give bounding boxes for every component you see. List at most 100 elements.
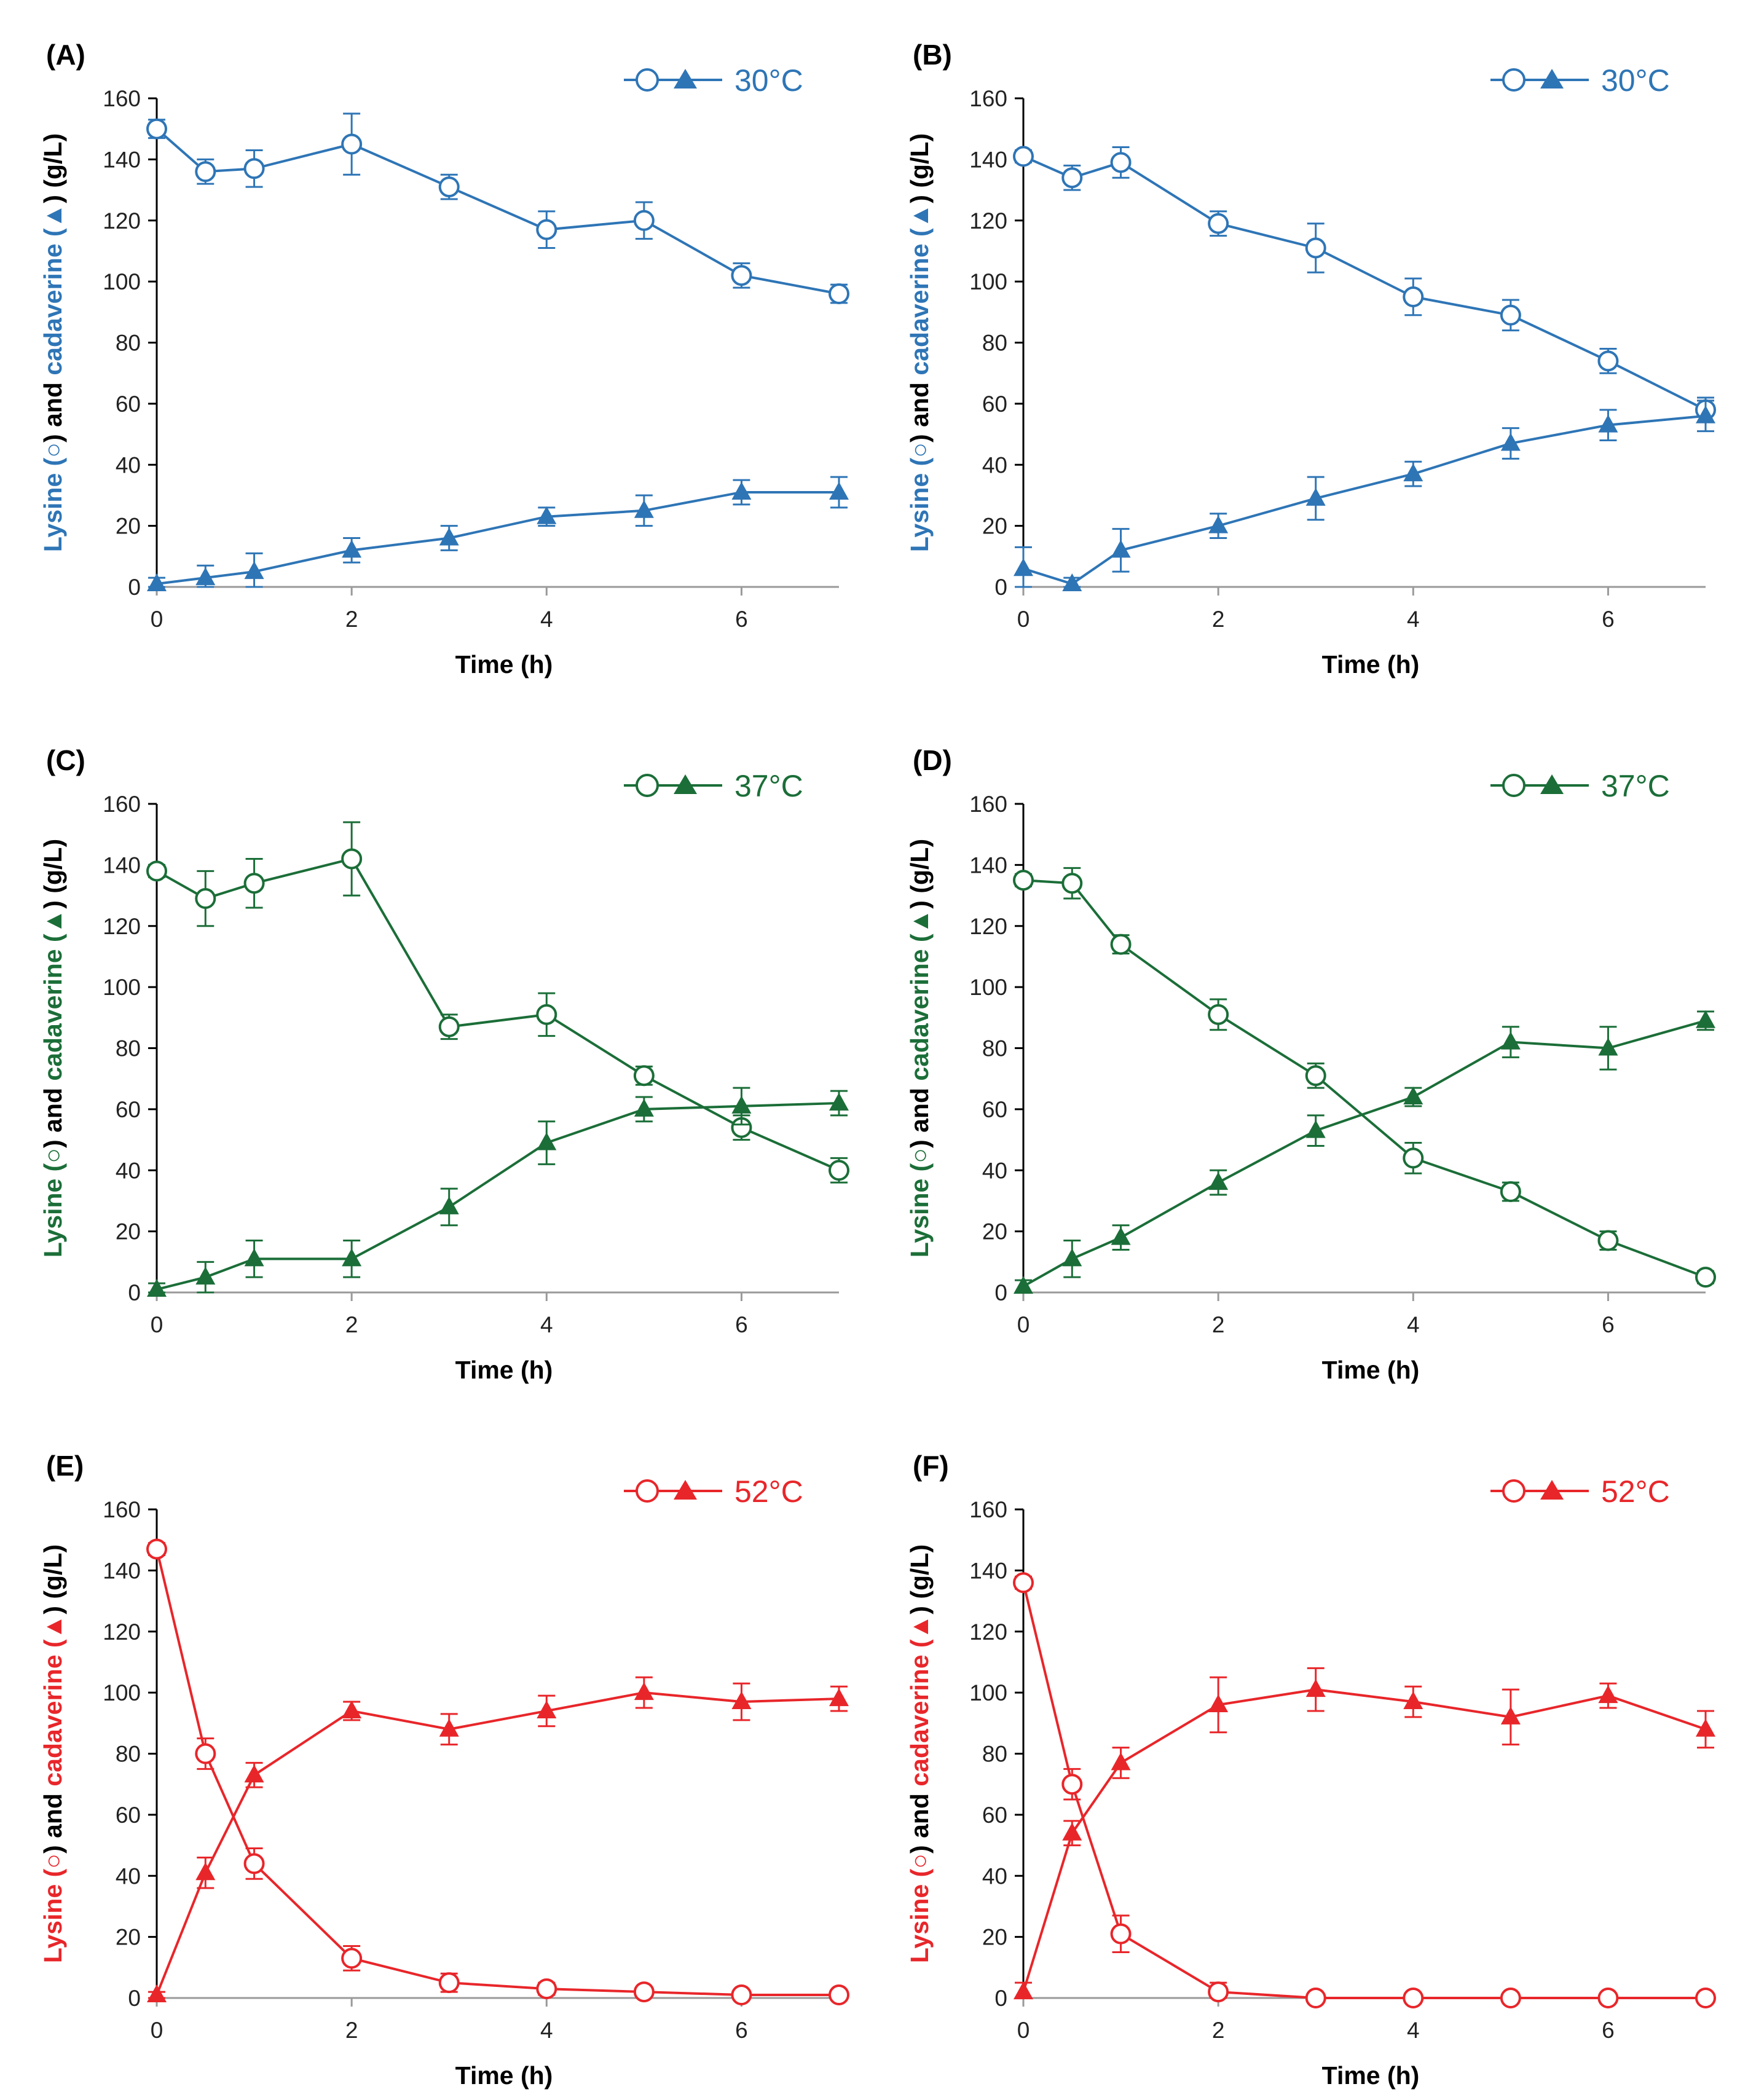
open-circle-icon: ○ <box>39 442 67 458</box>
open-circle-icon: ○ <box>905 1854 934 1869</box>
data-point-triangle <box>147 1984 167 2003</box>
y-tick-label: 80 <box>116 331 141 356</box>
y-axis-label: Lysine (○) and cadaverine (▲) (g/L) <box>39 133 67 552</box>
y-tick-label: 0 <box>994 1280 1007 1305</box>
data-point-triangle <box>195 1267 216 1285</box>
y-label-unit: ) (g/L) <box>39 133 67 203</box>
x-tick-label: 6 <box>1602 607 1615 632</box>
data-point-circle <box>1500 1988 1521 2008</box>
y-axis-label: Lysine (○) and cadaverine (▲) (g/L) <box>905 1544 934 1963</box>
y-tick-label: 100 <box>969 975 1007 1000</box>
data-point-triangle <box>1403 1691 1423 1710</box>
y-tick-label: 80 <box>982 331 1007 356</box>
data-point-circle <box>1208 1981 1229 2003</box>
panel-label: (D) <box>913 744 952 776</box>
data-point-circle <box>1305 237 1326 259</box>
filled-triangle-icon: ▲ <box>39 1614 67 1640</box>
data-point-circle <box>146 860 167 882</box>
data-point-circle <box>243 1853 265 1874</box>
x-tick-label: 4 <box>540 1312 553 1337</box>
chart-panel-3: (C) 0 20 40 60 80 100 120 140 160 0 2 4 6 Time (h) Lysi… <box>39 744 849 1384</box>
data-point-triangle <box>1062 1822 1082 1841</box>
panel-label: (B) <box>913 39 952 71</box>
data-point-circle <box>341 848 363 870</box>
data-point-circle <box>731 265 752 286</box>
legend-label: 52°C <box>1601 1474 1670 1509</box>
data-point-circle <box>438 176 460 198</box>
data-point-triangle <box>731 1095 752 1114</box>
data-point-circle <box>195 1743 216 1764</box>
data-point-circle <box>146 118 167 140</box>
data-point-circle <box>1695 1988 1716 2008</box>
data-point-triangle <box>195 1862 216 1881</box>
data-point-circle <box>243 158 265 179</box>
y-label-lysine: Lysine ( <box>39 1868 67 1963</box>
data-point-triangle <box>1696 405 1715 423</box>
x-tick-label: 6 <box>735 2018 748 2043</box>
data-point-circle <box>1208 213 1229 234</box>
y-tick-label: 20 <box>982 1219 1007 1245</box>
x-tick-label: 4 <box>1407 1312 1420 1337</box>
series-line <box>1023 155 1706 411</box>
y-tick-label: 20 <box>116 1219 141 1245</box>
data-point-triangle <box>244 561 264 580</box>
legend-triangle-marker <box>1540 1480 1564 1500</box>
y-tick-label: 120 <box>969 914 1007 939</box>
y-tick-label: 60 <box>116 1097 141 1122</box>
x-tick-label: 6 <box>735 607 748 632</box>
panel-label: (E) <box>46 1450 84 1482</box>
legend-label: 37°C <box>1601 769 1670 803</box>
data-point-triangle <box>1014 1276 1033 1294</box>
y-tick-label: 60 <box>116 1803 141 1828</box>
data-point-circle <box>341 133 363 155</box>
x-tick-label: 0 <box>1017 607 1030 632</box>
data-point-triangle <box>537 1700 557 1718</box>
series-cadaverine <box>1014 1667 1715 2000</box>
x-tick-label: 4 <box>540 607 553 632</box>
data-point-triangle <box>537 1132 557 1150</box>
y-label-unit: ) (g/L) <box>905 133 934 203</box>
y-tick-label: 0 <box>994 575 1007 600</box>
data-point-circle <box>1208 1004 1229 1025</box>
data-point-triangle <box>1208 515 1229 533</box>
data-point-circle <box>829 1984 849 2006</box>
data-point-triangle <box>1598 1037 1618 1056</box>
data-point-triangle <box>342 1700 362 1718</box>
legend-triangle-marker <box>674 1480 697 1500</box>
y-label-and: ) and <box>39 376 67 442</box>
y-tick-label: 80 <box>116 1742 141 1767</box>
y-tick-label: 40 <box>116 452 141 478</box>
data-point-circle <box>1403 286 1424 307</box>
data-point-triangle <box>1062 1248 1082 1267</box>
data-point-triangle <box>731 1691 752 1710</box>
y-label-lysine: Lysine ( <box>905 1868 934 1963</box>
x-tick-label: 2 <box>1212 2018 1225 2043</box>
data-point-triangle <box>1696 1718 1715 1737</box>
y-tick-label: 100 <box>103 975 141 1000</box>
data-point-triangle <box>1305 1120 1326 1138</box>
y-tick-label: 20 <box>116 514 141 539</box>
x-tick-label: 4 <box>1407 607 1420 632</box>
data-point-triangle <box>244 1764 264 1783</box>
legend-circle-marker <box>636 1479 659 1503</box>
y-tick-label: 60 <box>982 391 1007 417</box>
chart-panel-6: (F) 0 20 40 60 80 100 120 140 160 0 2 4 6 Time (h) Lysi… <box>905 1450 1716 2090</box>
series-lysine <box>1013 146 1716 423</box>
y-tick-label: 160 <box>969 1497 1007 1522</box>
data-point-circle <box>536 1004 557 1025</box>
legend-label: 30°C <box>734 63 803 98</box>
x-axis-label: Time (h) <box>1322 2061 1420 2090</box>
data-point-circle <box>1597 1230 1619 1251</box>
x-axis-label: Time (h) <box>455 650 553 678</box>
data-point-triangle <box>195 567 216 586</box>
y-label-lysine: Lysine ( <box>39 1163 67 1257</box>
data-point-circle <box>1013 870 1034 891</box>
data-point-triangle <box>1500 433 1521 451</box>
data-point-triangle <box>342 1248 362 1267</box>
data-point-circle <box>1110 934 1132 955</box>
y-label-lysine: Lysine ( <box>905 1163 934 1257</box>
x-tick-label: 0 <box>1017 2018 1030 2043</box>
series-lysine <box>146 821 849 1184</box>
y-tick-label: 140 <box>103 1558 141 1583</box>
data-point-triangle <box>537 506 557 524</box>
